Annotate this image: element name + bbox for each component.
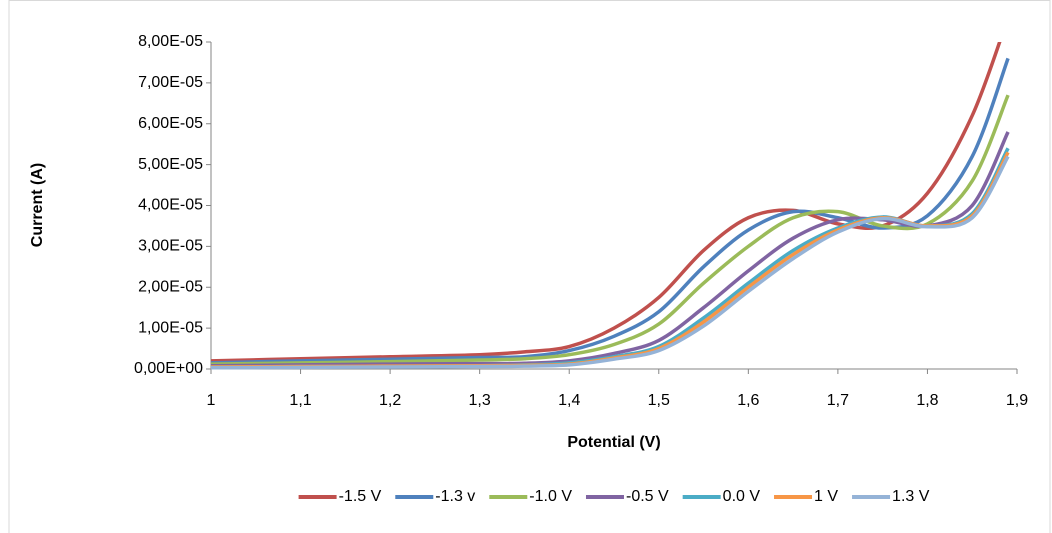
y-tick-label: 1,00E-05 — [138, 319, 203, 336]
y-tick-label: 7,00E-05 — [138, 74, 203, 91]
x-tick-label: 1,4 — [558, 392, 580, 409]
y-tick-label: 4,00E-05 — [138, 197, 203, 214]
legend-label: 1.3 V — [892, 488, 930, 505]
plot-lines — [211, 42, 1010, 370]
y-tick-label: 2,00E-05 — [138, 278, 203, 295]
legend-label: -0.5 V — [626, 488, 669, 505]
x-tick-label: 1,3 — [469, 392, 491, 409]
legend-label: -1.3 v — [435, 488, 475, 505]
x-tick-label: 1,1 — [289, 392, 311, 409]
x-tick-label: 1,8 — [916, 392, 938, 409]
legend-label: -1.0 V — [529, 488, 572, 505]
series-line — [211, 94, 1010, 366]
series-line — [211, 147, 1010, 369]
x-tick-label: 1,2 — [379, 392, 401, 409]
series-line — [211, 155, 1010, 370]
legend-label: 0.0 V — [723, 488, 761, 505]
y-tick-label: 3,00E-05 — [138, 238, 203, 255]
y-tick-label: 6,00E-05 — [138, 115, 203, 132]
y-axis-title: Current (A) — [29, 163, 46, 247]
y-tick-label: 8,00E-05 — [138, 33, 203, 50]
x-axis-title: Potential (V) — [567, 434, 660, 451]
legend-label: 1 V — [814, 488, 838, 505]
chart-border — [8, 0, 1051, 533]
y-tick-label: 5,00E-05 — [138, 156, 203, 173]
x-tick-label: 1,6 — [737, 392, 759, 409]
series-line — [211, 151, 1010, 369]
legend-label: -1.5 V — [339, 488, 382, 505]
series-line — [211, 57, 1010, 365]
legend: -1.5 V -1.3 v -1.0 V -0.5 V 0.0 V 1 V 1.3 V — [298, 488, 930, 505]
x-tick-label: 1,9 — [1006, 392, 1028, 409]
y-tick-label: 0,00E+00 — [134, 360, 203, 377]
series-line — [211, 42, 1002, 363]
x-tick-label: 1,5 — [648, 392, 670, 409]
x-tick-label: 1,7 — [827, 392, 849, 409]
x-tick-label: 1 — [207, 392, 216, 409]
